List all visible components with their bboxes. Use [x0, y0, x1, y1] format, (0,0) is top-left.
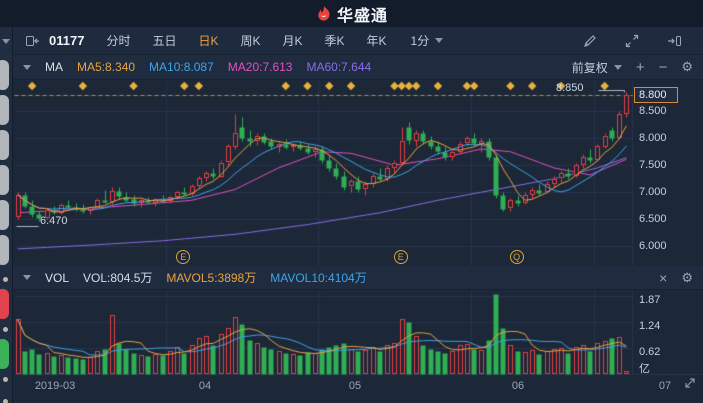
left-strip-dot	[3, 277, 8, 282]
tab-quarterly-k[interactable]: 季K	[324, 34, 345, 48]
gear-icon[interactable]: ⚙	[681, 59, 693, 74]
mavol10-value: MAVOL10:4104万	[270, 271, 367, 285]
chevron-down-icon[interactable]	[23, 275, 31, 280]
indicator-name: VOL	[45, 270, 70, 285]
dock-right-icon[interactable]	[665, 32, 683, 50]
zoom-in-button[interactable]: +	[635, 58, 645, 76]
draw-pencil-icon[interactable]	[581, 32, 599, 50]
tab-yearly-k[interactable]: 年K	[366, 34, 387, 48]
chevron-down-icon	[435, 38, 444, 43]
chevron-down-icon[interactable]	[23, 64, 31, 70]
price-axis-tick: 6.000	[639, 240, 667, 253]
current-price-badge: 8.800	[634, 87, 678, 103]
zoom-out-button[interactable]: −	[658, 58, 668, 76]
tab-daily-k[interactable]: 日K	[198, 34, 219, 48]
tab-minute[interactable]: 分时	[106, 34, 131, 48]
scale-toggle-icon[interactable]	[683, 376, 697, 395]
time-axis-tick: 05	[348, 380, 362, 392]
ma60-value: MA60:7.644	[306, 60, 372, 74]
tab-monthly-k[interactable]: 月K	[282, 34, 303, 48]
left-strip-button[interactable]	[0, 95, 9, 125]
price-axis-tick: 7.000	[639, 186, 667, 199]
left-strip	[0, 27, 13, 403]
vol-value: VOL:804.5万	[83, 271, 153, 285]
vol-indicator-row: VOL VOL:804.5万 MAVOL5:3898万 MAVOL10:4104…	[13, 266, 703, 290]
left-strip-button[interactable]	[0, 200, 9, 230]
time-axis-tick: 07	[658, 380, 672, 392]
tab-weekly-k[interactable]: 周K	[240, 34, 261, 48]
volume-axis-tick: 1.24	[639, 320, 661, 332]
chevron-down-icon	[613, 64, 622, 70]
ma-indicator-row: MA MA5:8.340 MA10:8.087 MA20:7.613 MA60:…	[13, 55, 703, 80]
ma5-value: MA5:8.340	[77, 60, 136, 74]
min-price-annotation: 6.470	[40, 215, 68, 227]
left-strip-button[interactable]	[0, 165, 9, 195]
volume-unit-label: 亿	[639, 363, 650, 375]
collapse-panel-icon[interactable]	[23, 32, 41, 50]
flame-logo-icon	[318, 5, 330, 21]
left-strip-button-green[interactable]	[0, 339, 9, 369]
left-strip-button-red[interactable]	[0, 289, 9, 319]
chart-toolbar: 01177 分时 五日 日K 周K 月K 季K 年K 1分	[13, 27, 703, 55]
price-axis-tick: 7.500	[639, 159, 667, 172]
indicator-name: MA	[45, 60, 63, 74]
price-axis-tick: 6.500	[639, 213, 667, 226]
fullscreen-expand-icon[interactable]	[623, 32, 641, 50]
app-title: 华盛通	[336, 7, 388, 25]
left-strip-button[interactable]	[0, 235, 9, 265]
event-marker-E[interactable]: E	[393, 250, 408, 264]
left-strip-dot	[3, 377, 8, 382]
ma20-value: MA20:7.613	[227, 60, 293, 74]
close-icon[interactable]: ×	[659, 269, 668, 286]
app-logo: 华盛通	[315, 2, 388, 26]
period-label: 1分	[410, 34, 430, 48]
left-strip-button[interactable]	[0, 60, 9, 90]
price-axis-tick: 8.500	[639, 105, 667, 118]
left-strip-dot	[3, 327, 8, 332]
chevron-down-icon[interactable]	[2, 39, 10, 44]
ma10-value: MA10:8.087	[149, 60, 214, 74]
time-axis-tick: 2019-03	[34, 380, 76, 392]
time-axis-tick: 06	[511, 380, 525, 392]
volume-axis-tick: 0.62	[639, 346, 661, 358]
app-header: 华盛通	[0, 0, 703, 27]
stock-code: 01177	[49, 33, 85, 48]
tab-fiveday[interactable]: 五日	[152, 34, 177, 48]
max-price-annotation: 8.850	[556, 82, 584, 94]
period-dropdown[interactable]: 1分	[411, 32, 444, 49]
event-marker-E[interactable]: E	[176, 250, 191, 264]
adjust-mode-dropdown[interactable]: 前复权	[572, 59, 622, 76]
gear-icon[interactable]: ⚙	[681, 269, 693, 285]
event-marker-Q[interactable]: Q	[509, 250, 524, 264]
volume-axis-tick: 1.87	[639, 293, 661, 306]
mavol5-value: MAVOL5:3898万	[166, 271, 257, 285]
time-axis-tick: 04	[198, 380, 212, 392]
price-axis-tick: 8.000	[639, 132, 667, 145]
left-strip-button[interactable]	[0, 130, 9, 160]
adjust-mode-label: 前复权	[571, 60, 608, 75]
left-strip-dot	[3, 399, 8, 403]
